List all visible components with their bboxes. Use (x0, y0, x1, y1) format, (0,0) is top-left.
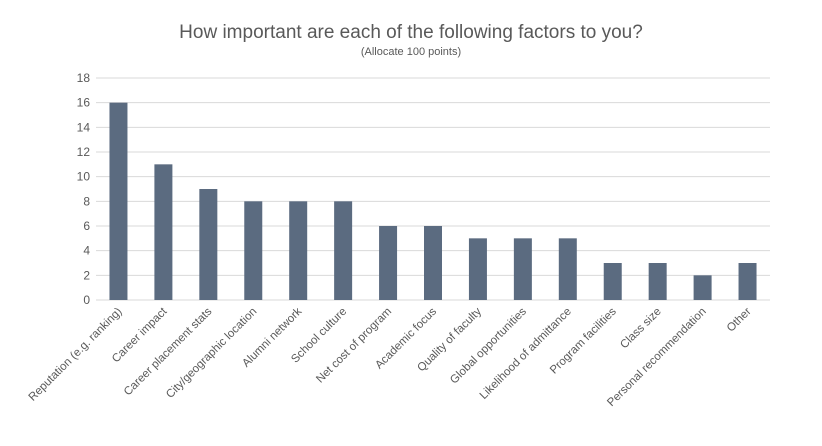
bar (424, 226, 442, 300)
chart-title: How important are each of the following … (179, 22, 643, 43)
y-tick-label: 4 (83, 244, 90, 258)
y-tick-label: 6 (83, 219, 90, 233)
x-tick-label: Reputation (e.g. ranking) (27, 306, 125, 404)
bar (244, 201, 263, 300)
x-tick-label: Global opportunities (448, 305, 529, 386)
y-tick-label: 12 (77, 145, 91, 159)
bar (379, 226, 398, 300)
bar (558, 238, 577, 300)
bar (289, 201, 308, 300)
y-tick-label: 16 (77, 96, 91, 110)
x-tick-label: Likelihood of admittance (478, 306, 574, 402)
x-tick-label: Other (725, 306, 754, 335)
bar (513, 238, 532, 300)
bar (109, 102, 128, 301)
x-tick-label: Net cost of program (314, 306, 394, 386)
y-tick-label: 8 (83, 194, 90, 208)
x-tick-label: Career placement stats (122, 305, 215, 398)
bar (154, 164, 173, 300)
x-tick-label: Class size (618, 306, 664, 352)
bar (468, 238, 487, 300)
bar (603, 263, 622, 300)
x-tick-label: Personal recommendation (605, 306, 708, 409)
chart-subtitle: (Allocate 100 points) (360, 46, 462, 58)
y-tick-label: 18 (77, 71, 91, 85)
bar (738, 263, 757, 300)
bar (648, 263, 667, 300)
y-tick-label: 2 (83, 268, 90, 282)
y-tick-label: 14 (77, 120, 91, 134)
x-tick-label: City/geographic location (164, 306, 259, 401)
y-tick-label: 0 (83, 293, 90, 307)
bar (334, 201, 353, 300)
y-tick-label: 10 (77, 170, 91, 184)
bar (693, 275, 712, 300)
bar (199, 189, 218, 300)
